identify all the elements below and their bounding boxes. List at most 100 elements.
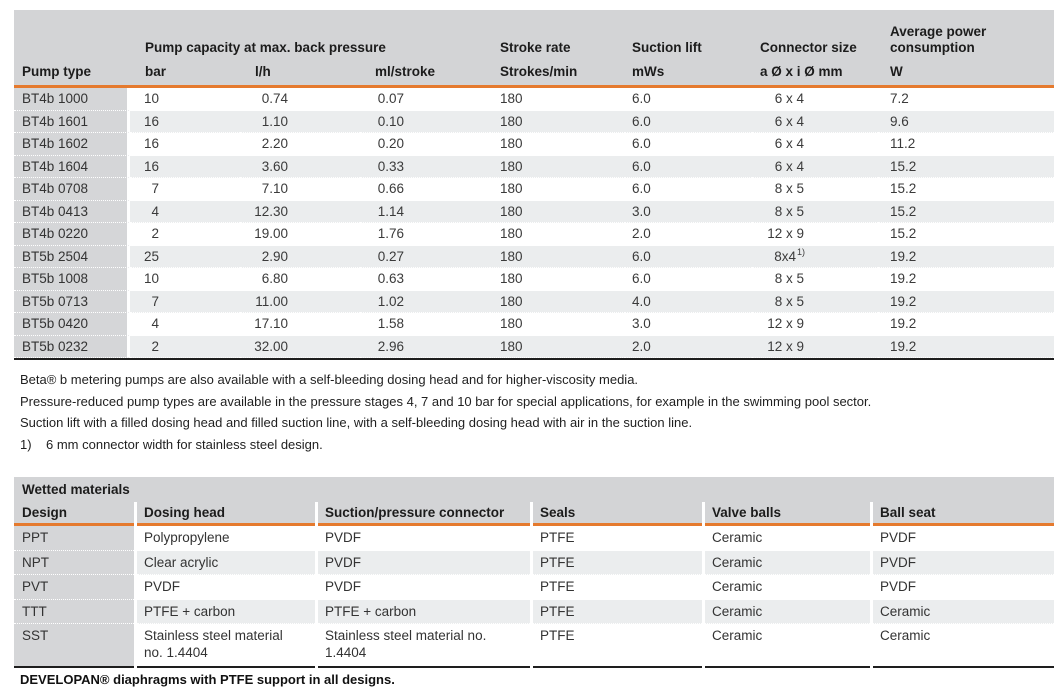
connector-value: 8 x 5 (774, 271, 804, 286)
strokes-min-cell: 180 (490, 133, 625, 156)
header-capacity-group: Pump capacity at max. back pressure (145, 40, 386, 55)
header-unit-bar: bar (145, 64, 167, 79)
mws-cell: 2.0 (625, 223, 752, 246)
lh-cell: 3.60 (240, 155, 360, 178)
bar-cell: 4 (130, 200, 240, 223)
power-cell: 15.2 (878, 155, 1054, 178)
seals-cell: PTFE (533, 624, 702, 668)
pump-table-body: BT4b 1000 10 0.74 0.07 180 6.0 6 x 4 7.2… (14, 88, 1054, 360)
seals-cell: PTFE (533, 550, 702, 575)
strokes-min-cell: 180 (490, 223, 625, 246)
connector-cell: 6 x 4 (752, 133, 878, 156)
connector-cell: 6 x 4 (752, 88, 878, 111)
connector-value: 8 x 5 (774, 203, 804, 219)
strokes-min-cell: 180 (490, 88, 625, 111)
ball-seat-cell: PVDF (873, 550, 1054, 575)
connector-value: 12 x 9 (767, 316, 804, 331)
lh-cell: 2.20 (240, 133, 360, 156)
header-unit-strokes-min: Strokes/min (500, 64, 578, 79)
pump-table-header: Pump capacity at max. back pressure Stro… (14, 10, 1054, 88)
wetted-materials-table: Wetted materials Design Dosing head Suct… (14, 477, 1054, 668)
power-cell: 7.2 (878, 88, 1054, 111)
mws-cell: 3.0 (625, 313, 752, 336)
connector-cell: 12 x 9 (752, 335, 878, 358)
header-unit-w: W (890, 64, 903, 79)
pump-type-cell: BT5b 2504 (14, 245, 130, 268)
strokes-min-cell: 180 (490, 178, 625, 201)
footnote-text: 6 mm connector width for stainless steel… (46, 436, 323, 452)
bar-cell: 10 (130, 88, 240, 111)
wetted-materials-title: Wetted materials (14, 477, 1054, 502)
mws-cell: 6.0 (625, 133, 752, 156)
notes-block: Beta® b metering pumps are also availabl… (20, 369, 1050, 455)
valve-balls-cell: Ceramic (705, 526, 870, 551)
dosing-head-cell: Polypropylene (137, 526, 315, 551)
ml-stroke-cell: 1.76 (360, 223, 490, 246)
header-design: Design (14, 502, 134, 526)
mws-cell: 6.0 (625, 110, 752, 133)
pump-type-cell: BT4b 0413 (14, 200, 130, 223)
power-cell: 19.2 (878, 335, 1054, 358)
connector-value: 12 x 9 (767, 226, 804, 241)
dosing-head-cell: Clear acrylic (137, 550, 315, 575)
pump-type-cell: BT5b 1008 (14, 268, 130, 291)
power-cell: 15.2 (878, 223, 1054, 246)
ball-seat-cell: PVDF (873, 575, 1054, 600)
header-dosing-head: Dosing head (137, 502, 315, 526)
strokes-min-cell: 180 (490, 200, 625, 223)
ml-stroke-cell: 2.96 (360, 335, 490, 358)
lh-cell: 7.10 (240, 178, 360, 201)
connector-cell: 8x41) (752, 245, 878, 268)
connector-value: 6 x 4 (774, 158, 804, 174)
connector-cell: Stainless steel material no. 1.4404 (318, 624, 530, 668)
strokes-min-cell: 180 (490, 245, 625, 268)
strokes-min-cell: 180 (490, 290, 625, 313)
bar-cell: 7 (130, 178, 240, 201)
lh-cell: 1.10 (240, 110, 360, 133)
connector-value: 6 x 4 (774, 91, 804, 106)
ml-stroke-cell: 0.20 (360, 133, 490, 156)
seals-cell: PTFE (533, 575, 702, 600)
lh-cell: 0.74 (240, 88, 360, 111)
bar-cell: 10 (130, 268, 240, 291)
bar-cell: 2 (130, 335, 240, 358)
design-cell: PPT (14, 526, 134, 551)
header-stroke-rate-group: Stroke rate (500, 40, 571, 55)
pump-type-cell: BT5b 0232 (14, 335, 130, 358)
connector-cell: PTFE + carbon (318, 599, 530, 624)
strokes-min-cell: 180 (490, 155, 625, 178)
header-unit-connector: a Ø x i Ø mm (760, 64, 843, 79)
connector-cell: 8 x 5 (752, 290, 878, 313)
header-pump-type: Pump type (22, 64, 92, 79)
bar-cell: 16 (130, 155, 240, 178)
power-cell: 19.2 (878, 313, 1054, 336)
footnote-marker: 1) (20, 436, 32, 452)
mws-cell: 3.0 (625, 200, 752, 223)
power-cell: 19.2 (878, 268, 1054, 291)
connector-cell: 6 x 4 (752, 110, 878, 133)
lh-cell: 12.30 (240, 200, 360, 223)
bar-cell: 7 (130, 290, 240, 313)
wetted-materials-grid: Design Dosing head Suction/pressure conn… (14, 502, 1054, 668)
header-ball-seat: Ball seat (873, 502, 1054, 526)
design-cell: NPT (14, 550, 134, 575)
lh-cell: 6.80 (240, 268, 360, 291)
mws-cell: 6.0 (625, 88, 752, 111)
pump-type-cell: BT4b 1601 (14, 110, 130, 133)
connector-cell: 12 x 9 (752, 313, 878, 336)
valve-balls-cell: Ceramic (705, 624, 870, 668)
bar-cell: 4 (130, 313, 240, 336)
ml-stroke-cell: 0.63 (360, 268, 490, 291)
power-cell: 19.2 (878, 290, 1054, 313)
connector-value: 8x4 (774, 248, 796, 264)
note-line: Pressure-reduced pump types are availabl… (20, 393, 872, 409)
power-cell: 15.2 (878, 178, 1054, 201)
header-spacer (14, 56, 130, 57)
mws-cell: 6.0 (625, 245, 752, 268)
header-suction-pressure-connector: Suction/pressure connector (318, 502, 530, 526)
lh-cell: 19.00 (240, 223, 360, 246)
lh-cell: 17.10 (240, 313, 360, 336)
power-cell: 9.6 (878, 110, 1054, 133)
diaphragm-note: DEVELOPAN® diaphragms with PTFE support … (20, 672, 395, 687)
design-cell: SST (14, 624, 134, 668)
